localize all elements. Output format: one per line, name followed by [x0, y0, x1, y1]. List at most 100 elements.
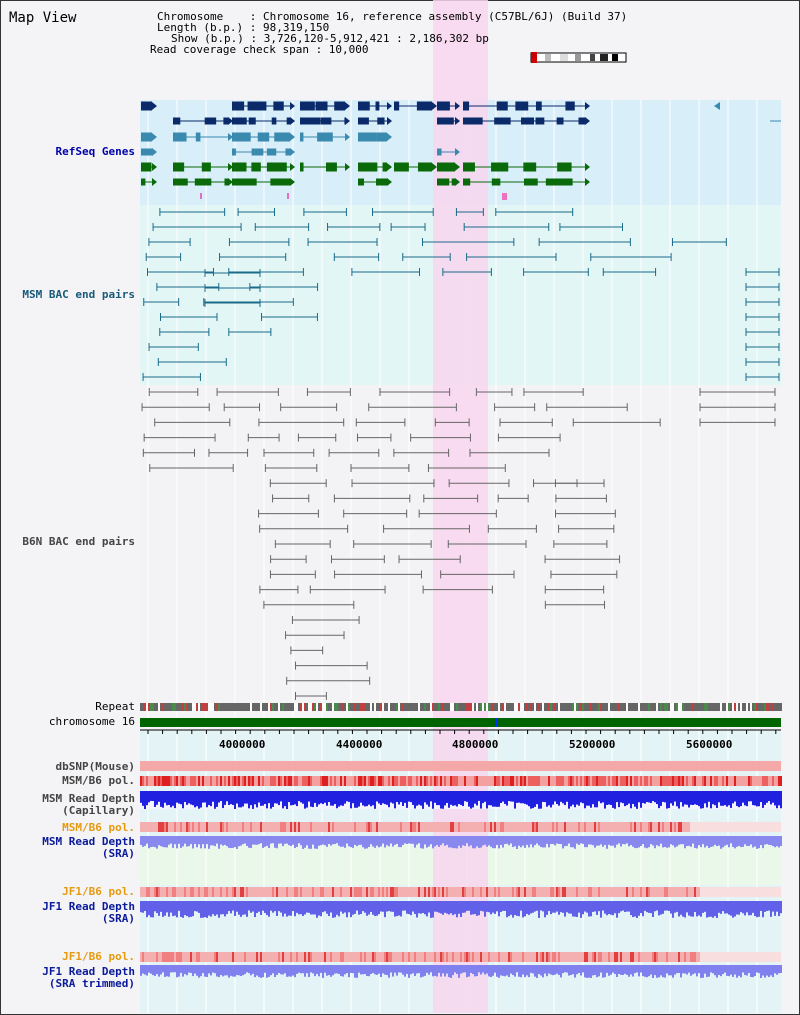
track-label-msm-depth-sra[interactable]: MSM Read Depth (SRA): [42, 836, 135, 860]
polymorphism-cell: [270, 776, 272, 786]
depth-bar: [704, 901, 706, 912]
polymorphism-cell: [386, 887, 388, 897]
depth-bar: [418, 791, 420, 805]
depth-bar: [570, 791, 572, 807]
polymorphism-cell: [282, 776, 284, 786]
track-label-msm-depth-capillary[interactable]: MSM Read Depth (Capillary): [42, 793, 135, 817]
polymorphism-cell: [472, 776, 474, 786]
repeat-block: [436, 703, 438, 711]
depth-bar: [578, 901, 580, 913]
polymorphism-cell: [686, 887, 688, 897]
polymorphism-cell: [584, 887, 586, 897]
depth-bar: [266, 836, 268, 846]
polymorphism-cell: [680, 952, 682, 962]
polymorphism-cell: [510, 887, 512, 897]
depth-bar: [434, 836, 436, 847]
depth-bar: [632, 901, 634, 918]
depth-bar: [452, 791, 454, 806]
depth-bar: [410, 901, 412, 916]
depth-bar: [186, 791, 188, 805]
depth-bar: [510, 901, 512, 915]
polymorphism-cell: [220, 822, 222, 832]
repeat-block: [748, 703, 750, 711]
repeat-block: [344, 703, 346, 711]
repeat-block: [762, 703, 764, 711]
depth-bar: [662, 791, 664, 802]
polymorphism-cell: [684, 952, 686, 962]
depth-bar: [346, 965, 348, 974]
polymorphism-cell: [504, 952, 506, 962]
repeat-block: [736, 703, 738, 711]
depth-bar: [770, 965, 772, 976]
depth-bar: [478, 901, 480, 916]
polymorphism-cell: [268, 822, 270, 832]
polymorphism-cell: [148, 952, 150, 962]
polymorphism-cell: [258, 776, 260, 786]
polymorphism-cell: [434, 887, 436, 897]
depth-bar: [394, 965, 396, 973]
gene-exon: [232, 162, 247, 172]
depth-bar: [334, 965, 336, 974]
depth-bar: [682, 791, 684, 807]
polymorphism-cell: [364, 887, 366, 897]
track-label-repeat[interactable]: Repeat: [95, 700, 135, 713]
depth-bar: [496, 965, 498, 977]
depth-bar: [338, 965, 340, 975]
polymorphism-cell: [448, 776, 450, 786]
gene-exon: [204, 117, 217, 125]
track-label-jf1-b6-pol-2[interactable]: JF1/B6 pol.: [62, 950, 135, 963]
depth-bar: [468, 901, 470, 911]
repeat-block: [386, 703, 388, 711]
track-label-refseq[interactable]: RefSeq Genes: [55, 145, 135, 158]
polymorphism-cell: [698, 887, 700, 897]
track-label-jf1-depth-sra[interactable]: JF1 Read Depth (SRA): [42, 901, 135, 925]
gene-exon: [521, 117, 534, 125]
polymorphism-cell: [544, 952, 546, 962]
polymorphism-cell: [652, 776, 654, 786]
depth-bar: [352, 836, 354, 848]
gene-strand-arrow: [585, 178, 590, 186]
depth-bar: [248, 965, 250, 974]
depth-bar: [724, 791, 726, 806]
polymorphism-cell: [700, 887, 781, 897]
page-title: Map View: [9, 10, 77, 26]
polymorphism-cell: [370, 776, 372, 786]
polymorphism-cell: [344, 822, 346, 832]
depth-bar: [494, 965, 496, 973]
depth-bar: [638, 791, 640, 803]
track-label-jf1-depth-trimmed[interactable]: JF1 Read Depth (SRA trimmed): [42, 966, 135, 990]
polymorphism-cell: [362, 887, 364, 897]
track-label-b6n-bac[interactable]: B6N BAC end pairs: [22, 535, 135, 548]
depth-bar: [390, 836, 392, 844]
track-label-chromosome[interactable]: chromosome 16: [48, 715, 135, 728]
depth-bar: [432, 836, 434, 849]
depth-bar: [438, 965, 440, 973]
repeat-block: [448, 703, 450, 711]
depth-bar: [392, 965, 394, 977]
depth-bar: [768, 965, 770, 977]
repeat-block: [614, 703, 616, 711]
polymorphism-cell: [648, 887, 650, 897]
depth-bar: [260, 836, 262, 844]
depth-bar: [612, 901, 614, 916]
depth-bar: [488, 965, 490, 977]
depth-bar: [566, 791, 568, 802]
depth-bar: [324, 965, 326, 973]
depth-bar: [148, 836, 150, 849]
axis-tick-label: 4000000: [219, 738, 266, 751]
repeat-block: [598, 703, 600, 711]
depth-bar: [580, 836, 582, 844]
depth-bar: [256, 901, 258, 914]
depth-bar: [410, 965, 412, 975]
track-label-dbsnp[interactable]: dbSNP(Mouse): [55, 760, 135, 773]
track-label-msm-bac[interactable]: MSM BAC end pairs: [22, 288, 135, 301]
depth-bar: [352, 901, 354, 915]
polymorphism-cell: [592, 822, 594, 832]
track-label-msm-b6-pol-2[interactable]: MSM/B6 pol.: [62, 821, 135, 834]
polymorphism-cell: [536, 776, 538, 786]
repeat-block: [272, 703, 274, 711]
polymorphism-cell: [166, 822, 168, 832]
track-label-jf1-b6-pol-1[interactable]: JF1/B6 pol.: [62, 885, 135, 898]
track-label-msm-b6-pol-1[interactable]: MSM/B6 pol.: [62, 774, 135, 787]
